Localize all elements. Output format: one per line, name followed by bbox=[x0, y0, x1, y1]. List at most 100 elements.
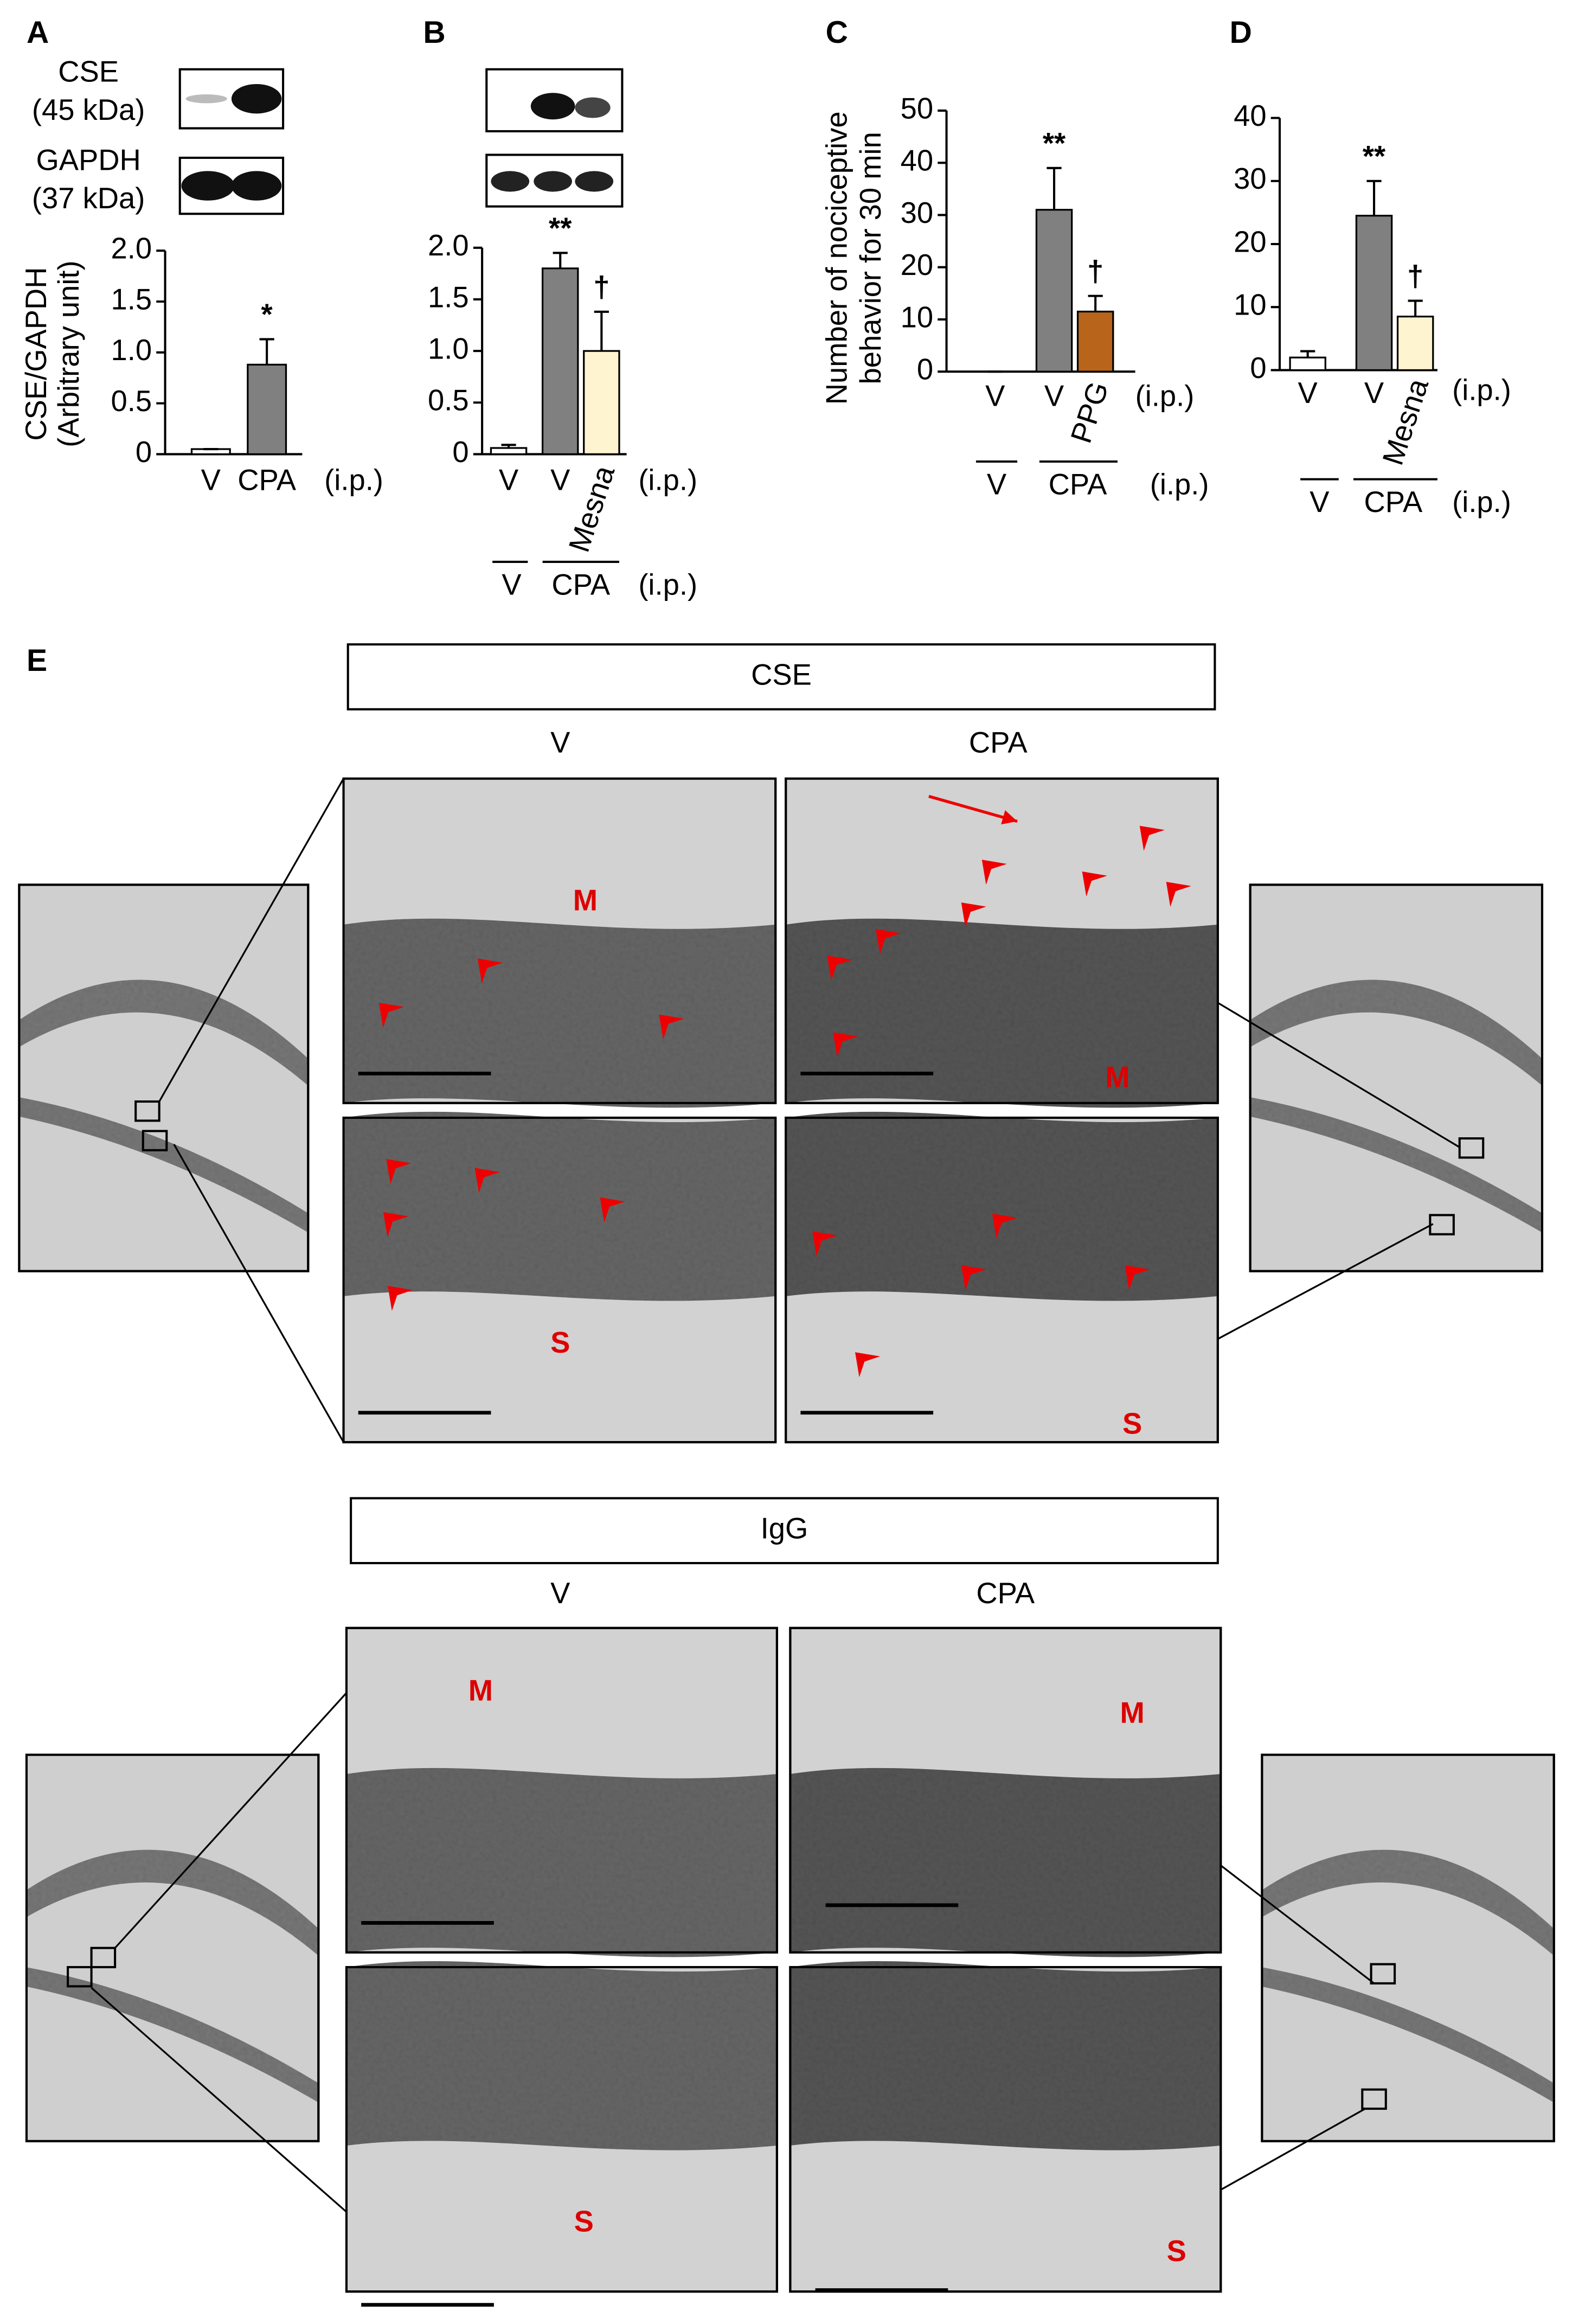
region-label: S bbox=[574, 2205, 594, 2238]
y-tick-label: 1.0 bbox=[428, 332, 469, 365]
y-tick-label: 30 bbox=[901, 196, 933, 229]
tissue bbox=[786, 918, 1218, 1108]
zoom-line bbox=[1220, 2108, 1366, 2191]
tissue bbox=[19, 1097, 309, 1233]
y-tick-label: 10 bbox=[901, 300, 933, 334]
y-tick-label: 2.0 bbox=[111, 232, 152, 265]
tissue bbox=[346, 1961, 777, 2150]
bar bbox=[490, 447, 528, 456]
micrograph-frame bbox=[785, 1116, 1219, 1444]
blot-band bbox=[231, 171, 282, 201]
blot-label: (45 kDa) bbox=[32, 93, 145, 126]
x-tick-label: V bbox=[550, 463, 570, 496]
tissue bbox=[1262, 1849, 1554, 1956]
blot-band bbox=[530, 93, 575, 120]
zoom-box bbox=[90, 1947, 117, 1969]
arrowhead bbox=[388, 1285, 413, 1311]
blot-band bbox=[575, 171, 614, 192]
y-tick-label: 0 bbox=[452, 436, 468, 469]
tissue bbox=[346, 1768, 777, 1957]
bar bbox=[1035, 209, 1073, 373]
panel-label: D bbox=[1230, 15, 1252, 50]
overview-bg bbox=[1261, 1753, 1555, 2142]
x-tick-label: V bbox=[499, 463, 519, 496]
zoom-line bbox=[114, 1692, 348, 1949]
bar bbox=[541, 267, 579, 456]
zoom-line bbox=[91, 1987, 348, 2213]
panel-label: A bbox=[27, 15, 49, 50]
blot-label: (37 kDa) bbox=[32, 182, 145, 215]
tissue bbox=[1250, 1097, 1543, 1233]
panel-label: C bbox=[826, 15, 848, 50]
overview-frame bbox=[18, 883, 310, 1272]
tissue bbox=[1250, 979, 1543, 1086]
route-label: (i.p.) bbox=[638, 568, 697, 601]
tissue bbox=[790, 1768, 1221, 1957]
column-label: CPA bbox=[969, 726, 1028, 759]
bar bbox=[247, 363, 287, 456]
overview-bg bbox=[25, 1753, 320, 2142]
route-label: (i.p.) bbox=[1135, 379, 1195, 412]
x-tick-label: V bbox=[201, 463, 221, 496]
blot-label: GAPDH bbox=[36, 143, 141, 176]
y-tick-label: 1.0 bbox=[111, 334, 152, 367]
micrograph-frame bbox=[342, 1116, 777, 1444]
overview-bg bbox=[1249, 883, 1544, 1272]
bar bbox=[1289, 356, 1326, 372]
group-label: CPA bbox=[551, 568, 610, 601]
y-tick-label: 0.5 bbox=[111, 385, 152, 418]
micrograph-frame bbox=[345, 1966, 778, 2293]
significance-mark: † bbox=[1407, 259, 1423, 292]
group-label: V bbox=[987, 468, 1007, 501]
route-label: (i.p.) bbox=[1452, 374, 1511, 407]
tissue bbox=[26, 1849, 319, 1956]
bar bbox=[1396, 316, 1434, 372]
tissue bbox=[790, 1961, 1221, 2150]
y-tick-label: 0 bbox=[1250, 351, 1266, 385]
arrowhead bbox=[378, 1002, 404, 1028]
y-tick-label: 0.5 bbox=[428, 384, 469, 417]
column-label: CPA bbox=[976, 1577, 1035, 1610]
zoom-box bbox=[1361, 2088, 1387, 2110]
tissue bbox=[19, 979, 309, 1086]
panel-label: B bbox=[423, 15, 445, 50]
route-label: (i.p.) bbox=[324, 463, 383, 496]
x-tick-label: CPA bbox=[238, 463, 296, 496]
region-label: M bbox=[573, 883, 598, 917]
micrograph-frame bbox=[342, 777, 777, 1104]
tissue bbox=[1262, 1967, 1554, 2103]
significance-mark: ** bbox=[1043, 127, 1066, 160]
blots bbox=[178, 68, 624, 215]
x-tick-label: V bbox=[1364, 376, 1384, 409]
y-tick-label: 0 bbox=[136, 436, 152, 469]
y-tick-label: 1.5 bbox=[428, 280, 469, 313]
column-label: V bbox=[550, 726, 570, 759]
y-tick-label: 40 bbox=[1234, 99, 1266, 132]
zoom-box bbox=[67, 1966, 93, 1988]
bar bbox=[1355, 215, 1393, 372]
zoom-box bbox=[1458, 1137, 1485, 1159]
arrowhead bbox=[600, 1197, 625, 1222]
y-tick-label: 30 bbox=[1234, 162, 1266, 195]
y-axis-label: CSE/GAPDH bbox=[20, 267, 53, 440]
y-tick-label: 20 bbox=[1234, 225, 1266, 258]
x-tick-label: V bbox=[1044, 379, 1064, 412]
blot-label: CSE bbox=[58, 55, 119, 88]
tissue bbox=[343, 918, 776, 1108]
route-label: (i.p.) bbox=[638, 463, 697, 496]
group-label: CPA bbox=[1364, 485, 1423, 518]
region-label: M bbox=[468, 1674, 493, 1707]
x-tick-label: V bbox=[985, 379, 1005, 412]
overview-frame bbox=[25, 1753, 320, 2142]
y-axis-label: behavior for 30 min bbox=[854, 132, 887, 384]
region-label: S bbox=[1122, 1407, 1142, 1441]
arrowhead bbox=[833, 1032, 858, 1058]
blot-band bbox=[575, 97, 611, 118]
blot-band bbox=[231, 84, 282, 114]
y-tick-label: 20 bbox=[901, 248, 933, 281]
region-label: S bbox=[550, 1326, 570, 1359]
tissue bbox=[26, 1967, 319, 2103]
blot-band bbox=[534, 171, 572, 192]
significance-mark: * bbox=[261, 298, 273, 331]
panel-label: E bbox=[27, 643, 47, 678]
